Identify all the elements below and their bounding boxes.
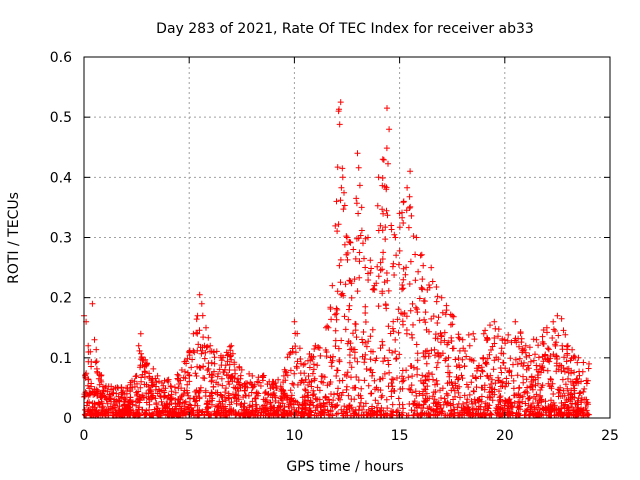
y-axis-label: ROTI / TECUs [6, 192, 22, 284]
x-tick-label: 15 [391, 428, 409, 444]
data-points [81, 99, 592, 419]
axis-ticks [83, 56, 611, 419]
x-tick-label: 10 [285, 428, 303, 444]
y-tick-label: 0 [63, 411, 72, 427]
y-tick-label: 0.2 [50, 291, 72, 307]
roti-series-markers [81, 99, 592, 419]
x-axis-label: GPS time / hours [286, 459, 403, 475]
x-tick-label: 0 [80, 428, 89, 444]
y-tick-label: 0.1 [50, 351, 72, 367]
tick-labels: 0 5 10 15 20 25 0 0.1 0.2 0.3 0.4 0.5 0.6 [50, 50, 619, 444]
x-tick-label: 25 [601, 428, 619, 444]
chart-title: Day 283 of 2021, Rate Of TEC Index for r… [156, 21, 534, 37]
y-tick-label: 0.3 [50, 231, 72, 247]
x-tick-label: 5 [185, 428, 194, 444]
y-tick-label: 0.4 [50, 170, 72, 186]
y-tick-label: 0.6 [50, 50, 72, 66]
x-tick-label: 20 [496, 428, 514, 444]
y-tick-label: 0.5 [50, 110, 72, 126]
